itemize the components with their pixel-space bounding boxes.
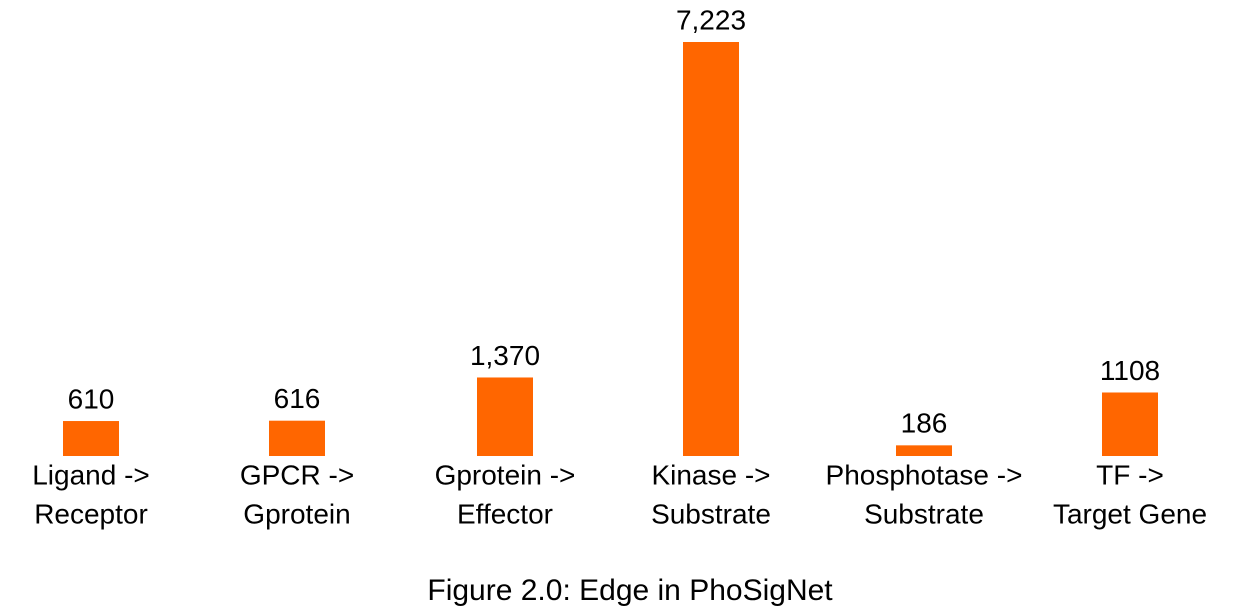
value-label: 610 xyxy=(68,383,115,414)
bar xyxy=(683,42,739,456)
x-tick-label: Kinase -> xyxy=(651,459,770,490)
value-label: 186 xyxy=(901,408,948,439)
x-tick-label: Substrate xyxy=(651,498,771,529)
x-tick-label: Phosphotase -> xyxy=(826,459,1023,490)
x-tick-label: Receptor xyxy=(34,498,148,529)
x-tick-label: Target Gene xyxy=(1053,498,1207,529)
x-tick-label: Substrate xyxy=(864,498,984,529)
value-label: 1,370 xyxy=(470,340,540,371)
x-tick-label: GPCR -> xyxy=(240,459,354,490)
bar xyxy=(896,445,952,456)
x-tick-label: Effector xyxy=(457,498,553,529)
x-tick-label: Ligand -> xyxy=(32,459,150,490)
x-tick-label: TF -> xyxy=(1096,459,1164,490)
bar xyxy=(269,420,325,456)
bar xyxy=(1102,392,1158,456)
value-label: 7,223 xyxy=(676,4,746,35)
bar xyxy=(477,377,533,456)
value-label: 1108 xyxy=(1100,355,1160,386)
value-label: 616 xyxy=(274,383,321,414)
x-tick-label: Gprotein xyxy=(243,498,350,529)
x-tick-label: Gprotein -> xyxy=(435,459,576,490)
chart-title: Figure 2.0: Edge in PhoSigNet xyxy=(427,574,833,607)
bar xyxy=(63,421,119,456)
